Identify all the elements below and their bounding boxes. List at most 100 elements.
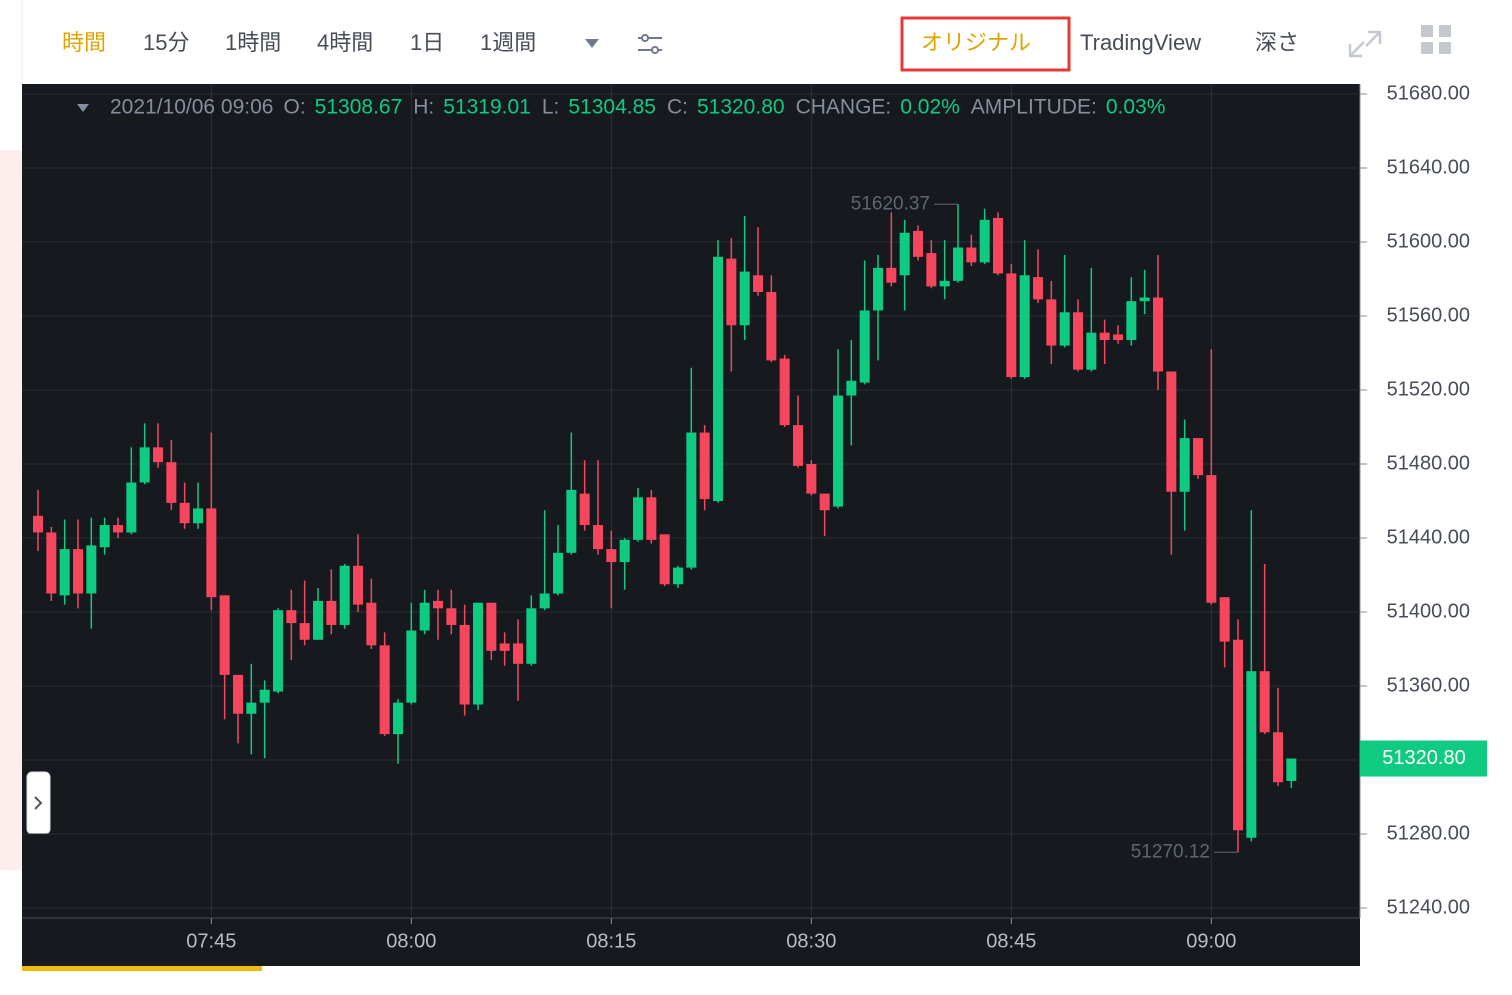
- candle-body: [46, 532, 57, 594]
- view-tab[interactable]: オリジナル: [921, 30, 1031, 55]
- header-value: 0.02%: [900, 96, 960, 119]
- candle-body: [499, 643, 510, 651]
- candle-body: [939, 280, 950, 287]
- candle-body: [1153, 297, 1163, 372]
- candle-body: [1086, 332, 1097, 370]
- header-time: 2021/10/06 09:06: [110, 96, 274, 119]
- candle-body: [1046, 299, 1057, 346]
- candle-body: [139, 447, 150, 483]
- view-tab[interactable]: 深さ: [1255, 30, 1299, 55]
- candle-body: [73, 549, 83, 594]
- candle-body: [886, 267, 897, 283]
- candle-body: [1273, 732, 1283, 783]
- extreme-label: 51270.12: [1131, 841, 1210, 862]
- y-tick-label: 51360.00: [1387, 674, 1470, 696]
- axis-bg: [1360, 84, 1512, 918]
- y-tick-label: 51400.00: [1387, 600, 1470, 622]
- candle-body: [1193, 438, 1203, 476]
- candle-body: [1246, 671, 1257, 838]
- candle-body: [646, 497, 657, 540]
- candle-body: [1179, 438, 1190, 492]
- candle-body: [659, 534, 670, 585]
- candle-body: [526, 608, 537, 664]
- header-key: L:: [542, 96, 560, 119]
- candle-body: [246, 702, 257, 714]
- price-tag: [1360, 740, 1487, 777]
- header-value: 0.03%: [1106, 96, 1166, 119]
- candle-body: [1099, 332, 1110, 341]
- header-value: 51304.85: [568, 96, 656, 119]
- expand-icon[interactable]: [1348, 30, 1382, 58]
- highlight-box: [900, 16, 1071, 72]
- header-key: CHANGE:: [796, 96, 892, 119]
- candle-body: [1206, 475, 1217, 603]
- header-value: 51308.67: [315, 96, 403, 119]
- candle-body: [1033, 277, 1043, 300]
- candle-body: [406, 630, 417, 703]
- candle-body: [233, 674, 243, 714]
- candle-body: [473, 602, 483, 705]
- settings-icon[interactable]: [638, 34, 662, 54]
- dropdown-icon[interactable]: [585, 39, 599, 48]
- side-arrow: [34, 796, 43, 810]
- candle-body: [1233, 639, 1243, 831]
- candle-body: [633, 497, 643, 540]
- candle-body: [59, 549, 70, 596]
- candle-body: [393, 702, 403, 735]
- header-toggle[interactable]: [77, 104, 89, 112]
- candle-body: [833, 395, 843, 507]
- candle-body: [193, 508, 203, 524]
- candle-body: [1139, 297, 1150, 302]
- interval-tab[interactable]: 1日: [410, 30, 444, 55]
- candle-body: [459, 624, 470, 705]
- candle-body: [86, 545, 97, 594]
- x-tick-label: 08:15: [586, 930, 636, 952]
- candle-body: [913, 230, 923, 257]
- candle-body: [299, 623, 310, 640]
- candle-body: [219, 595, 230, 675]
- interval-tab[interactable]: 4時間: [317, 30, 373, 55]
- y-tick-label: 51560.00: [1387, 304, 1470, 326]
- candle-body: [993, 217, 1003, 274]
- grid-icon[interactable]: [1421, 25, 1451, 54]
- header-key: H:: [413, 96, 434, 119]
- candle-body: [926, 253, 937, 287]
- candle-body: [566, 489, 577, 553]
- y-tick-label: 51680.00: [1387, 82, 1470, 104]
- header-key: C:: [667, 96, 688, 119]
- view-tab[interactable]: TradingView: [1080, 30, 1201, 55]
- extreme-label: 51620.37: [851, 193, 930, 214]
- candle-body: [1219, 597, 1230, 642]
- x-tick-label: 08:45: [986, 930, 1036, 952]
- candle-body: [326, 600, 337, 625]
- candle-body: [579, 493, 590, 526]
- side-strip: [0, 150, 22, 870]
- toolbar-bg: [0, 0, 1512, 84]
- price-tag-label: 51320.80: [1382, 747, 1465, 769]
- interval-tab[interactable]: 1時間: [225, 30, 281, 55]
- candle-body: [606, 549, 617, 563]
- candle-body: [1073, 312, 1083, 370]
- candle-body: [673, 567, 683, 585]
- candle-body: [1259, 671, 1270, 733]
- interval-tab[interactable]: 15分: [143, 30, 189, 55]
- interval-tab[interactable]: 時間: [62, 30, 106, 55]
- candle-body: [126, 482, 137, 533]
- candle-body: [753, 275, 763, 292]
- candle-body: [1126, 301, 1137, 341]
- x-tick-label: 08:30: [786, 930, 836, 952]
- y-tick-label: 51280.00: [1387, 822, 1470, 844]
- x-tick-label: 09:00: [1186, 930, 1236, 952]
- candle-body: [793, 425, 803, 466]
- candle-body: [179, 502, 190, 524]
- candle-body: [699, 432, 710, 500]
- side-toggle[interactable]: [26, 771, 51, 835]
- candle-body: [593, 525, 603, 550]
- candle-body: [286, 610, 297, 624]
- y-tick-label: 51600.00: [1387, 230, 1470, 252]
- candle-body: [779, 358, 790, 426]
- interval-tab[interactable]: 1週間: [480, 30, 536, 55]
- candle-body: [33, 515, 43, 533]
